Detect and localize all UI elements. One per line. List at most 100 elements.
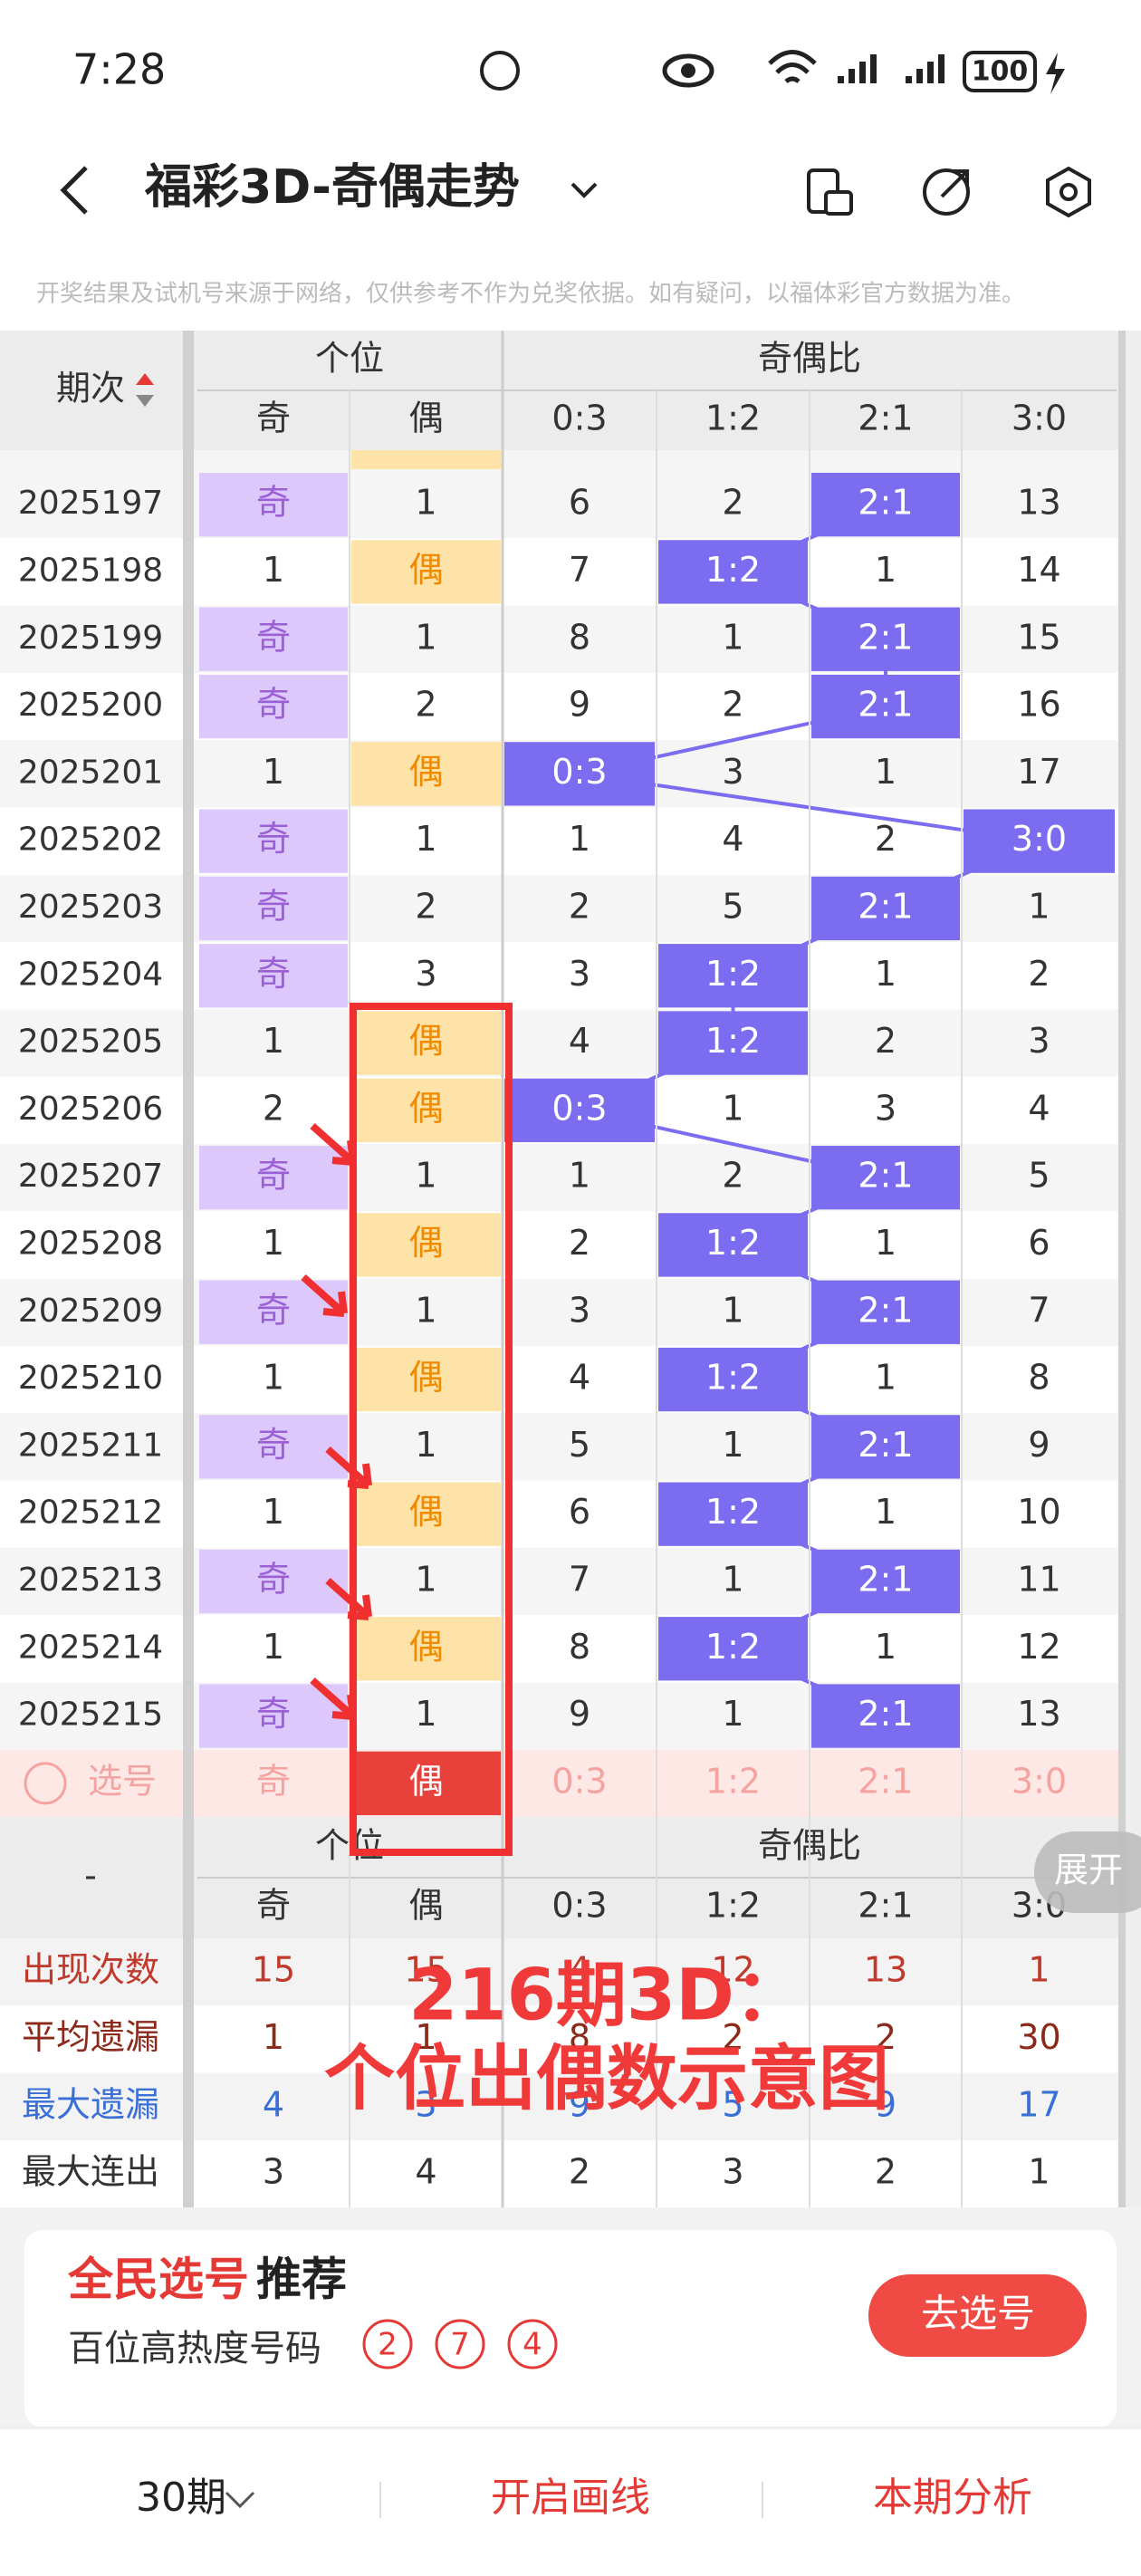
- cell: 8: [1028, 1358, 1050, 1398]
- battery-level: 100: [972, 56, 1029, 88]
- partial-cell: [351, 450, 501, 469]
- select-option[interactable]: 偶: [408, 1761, 443, 1801]
- period-header: 期次: [56, 369, 125, 409]
- stat-value: 4: [415, 2152, 436, 2192]
- period: 2025206: [18, 1091, 163, 1128]
- cell: 1: [263, 1627, 284, 1667]
- cell: 奇: [256, 685, 291, 725]
- cell: 12: [1017, 1627, 1060, 1667]
- cell: 1: [875, 1627, 896, 1667]
- signal-bar: [870, 54, 877, 83]
- partial-row: [0, 450, 1141, 471]
- promo-title: 推荐: [256, 2254, 347, 2306]
- cell: 1: [263, 752, 284, 792]
- cell: 6: [569, 483, 590, 523]
- ball-number: 4: [523, 2327, 542, 2363]
- sub-header: 0:3: [551, 399, 607, 438]
- sub-header: 偶: [408, 399, 443, 438]
- period: 2025215: [18, 1697, 163, 1734]
- highlight-cell: [811, 1146, 960, 1210]
- signal-bar: [859, 62, 866, 83]
- cell: 0:3: [551, 1088, 607, 1128]
- period: 2025198: [18, 552, 163, 589]
- period: 2025205: [18, 1024, 163, 1061]
- cell: 2: [569, 1223, 590, 1263]
- cell: 2: [875, 1021, 896, 1061]
- cell: 4: [569, 1021, 590, 1061]
- cell: 3: [722, 752, 743, 792]
- stat-value: 8: [569, 2017, 590, 2057]
- sub-header: 0:3: [551, 1886, 607, 1926]
- cell: 1:2: [705, 1223, 761, 1263]
- annotation-arrow: [301, 1274, 348, 1317]
- select-label: 选号: [88, 1761, 157, 1801]
- cell: 1:2: [705, 954, 761, 994]
- promo-button-label: 去选号: [921, 2292, 1035, 2336]
- nav-item[interactable]: 本期分析: [873, 2475, 1032, 2521]
- status-time: 7:28: [72, 45, 166, 94]
- cell: 1: [263, 550, 284, 590]
- cell: 1: [415, 617, 436, 657]
- highlight-cell: [658, 540, 808, 604]
- highlight-cell: [658, 1347, 808, 1412]
- cell: 2: [722, 1156, 743, 1196]
- cell: 6: [1028, 1223, 1050, 1263]
- nav-item[interactable]: 开启画线: [491, 2475, 650, 2521]
- promo-button[interactable]: [868, 2274, 1087, 2357]
- select-circle[interactable]: [24, 1762, 67, 1805]
- stat-value: 1: [1028, 1950, 1050, 1990]
- select-option[interactable]: 奇: [256, 1761, 291, 1801]
- stat-value: 2: [875, 2152, 896, 2192]
- share-icon[interactable]: [923, 168, 970, 216]
- stat-value: 30: [1017, 2017, 1060, 2057]
- stat-value: 1: [1028, 2152, 1050, 2192]
- signal-bar: [927, 62, 934, 83]
- cell: 10: [1017, 1492, 1060, 1532]
- highlight-cell: [504, 1078, 655, 1142]
- cell: 1: [415, 1559, 436, 1599]
- stat-label: 平均遗漏: [22, 2017, 159, 2057]
- cell: 1: [722, 1088, 743, 1128]
- highlight-cell: [199, 809, 348, 873]
- expand-button[interactable]: [1034, 1831, 1141, 1913]
- cell: 13: [1017, 483, 1060, 523]
- cell: 1: [722, 1559, 743, 1599]
- stat-value: 9: [875, 2084, 896, 2124]
- sort-down: [136, 395, 154, 407]
- highlight-cell: [811, 607, 960, 671]
- period: 2025197: [18, 485, 163, 522]
- cell: 2:1: [858, 1694, 913, 1734]
- highlight-cell: [658, 1617, 808, 1681]
- title-dropdown[interactable]: [570, 182, 598, 198]
- cell: 奇: [256, 819, 291, 859]
- ball-number: 7: [450, 2327, 470, 2363]
- cell: 奇: [256, 1694, 291, 1734]
- select-option[interactable]: 3:0: [1012, 1761, 1067, 1801]
- stat-value: 3: [722, 2152, 743, 2192]
- stat-label: 最大遗漏: [22, 2084, 159, 2124]
- highlight-cell: [351, 1213, 501, 1277]
- period: 2025210: [18, 1360, 163, 1397]
- nav-item[interactable]: 30期: [136, 2475, 226, 2521]
- cell: 5: [722, 886, 743, 926]
- select-option[interactable]: 1:2: [705, 1761, 761, 1801]
- signal-bar: [916, 69, 923, 83]
- highlight-cell: [811, 1549, 960, 1614]
- settings-dot: [1060, 183, 1078, 201]
- period: 2025207: [18, 1158, 163, 1195]
- highlight-cell: [658, 1011, 808, 1075]
- footer-label: -: [84, 1856, 97, 1896]
- back-button[interactable]: [60, 166, 88, 215]
- select-option[interactable]: 2:1: [858, 1761, 913, 1801]
- cell: 2:1: [858, 1290, 913, 1330]
- stat-value: 15: [252, 1950, 295, 1990]
- cell: 1: [722, 1694, 743, 1734]
- cell: 奇: [256, 483, 291, 523]
- stat-label: 出现次数: [22, 1950, 159, 1990]
- cell: 5: [569, 1425, 590, 1465]
- settings-icon[interactable]: [1046, 166, 1091, 218]
- cell: 1:2: [705, 1358, 761, 1398]
- select-option[interactable]: 0:3: [551, 1761, 607, 1801]
- cell: 2: [569, 886, 590, 926]
